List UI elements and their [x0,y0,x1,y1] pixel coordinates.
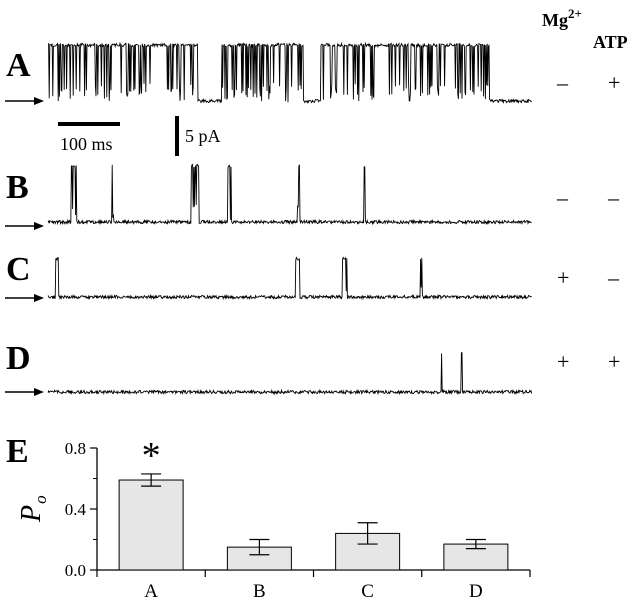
atp-sign-c: – [607,265,620,290]
x-tick-label-a: A [144,581,158,600]
bar-a [118,479,184,571]
time-scale-label: 100 ms [60,134,113,154]
x-tick-label-c: C [361,581,374,600]
y-tick-label: 0.0 [65,561,86,580]
trace-d [47,352,533,396]
trace-c [47,256,532,301]
panel-letter-e: E [6,433,29,470]
x-tick-label-b: B [253,581,266,600]
current-scale-bar [175,116,179,156]
arrow-d-icon [5,388,44,396]
significance-asterisk: * [142,435,161,477]
po-bar-chart: 0.0 0.4 0.8 A B C D Po * [16,435,531,600]
mg-header: Mg2+ [542,6,582,30]
y-axis-label: Po [16,495,50,523]
arrow-a-icon [5,97,44,105]
atp-sign-d: + [608,349,620,374]
current-scale-label: 5 pA [185,126,221,146]
trace-b [47,163,532,226]
panel-letter-b: B [6,169,29,206]
y-tick-label: 0.8 [65,439,86,458]
panel-letter-d: D [6,340,31,377]
panel-letter-c: C [6,251,31,288]
arrow-c-icon [5,294,44,302]
mg-sign-b: – [556,185,569,210]
mg-sign-d: + [557,349,569,374]
arrow-b-icon [5,222,44,230]
trace-a [47,41,532,105]
y-tick-label: 0.4 [65,500,87,519]
x-tick-label-d: D [469,581,483,600]
atp-sign-b: – [607,185,620,210]
panel-letter-a: A [6,47,31,84]
atp-sign-a: + [608,70,620,95]
mg-sign-a: – [556,70,569,95]
atp-header: ATP [593,32,628,52]
time-scale-bar [58,122,120,126]
mg-sign-c: + [557,265,569,290]
